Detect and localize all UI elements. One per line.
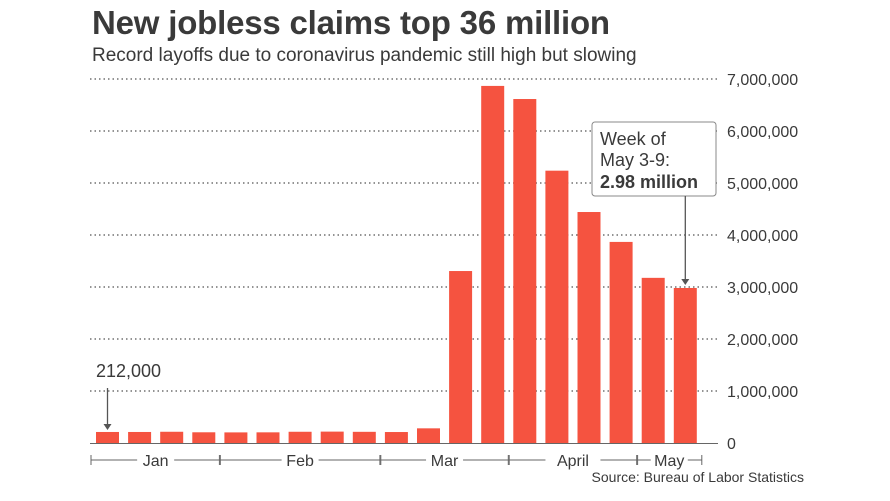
bar <box>641 277 665 443</box>
x-tick-label: April <box>557 453 589 470</box>
bar <box>224 432 248 443</box>
bar <box>96 431 119 443</box>
month-bracket: May <box>636 453 703 470</box>
x-tick-label: Feb <box>286 453 314 470</box>
y-tick-label: 0 <box>727 436 736 453</box>
bar <box>481 85 505 443</box>
bar <box>320 431 344 443</box>
bar <box>449 271 473 443</box>
callout-line-2: May 3-9: <box>600 150 670 170</box>
chart-subtitle: Record layoffs due to coronavirus pandem… <box>92 45 637 66</box>
month-bracket: April <box>507 453 639 470</box>
bar <box>545 170 569 443</box>
bar <box>384 432 408 443</box>
bar <box>609 241 633 443</box>
y-tick-label: 7,000,000 <box>727 72 798 89</box>
x-tick-label: Jan <box>143 453 169 470</box>
y-tick-label: 1,000,000 <box>727 384 798 401</box>
month-bracket: Feb <box>218 453 382 470</box>
y-tick-label: 4,000,000 <box>727 228 798 245</box>
callout-arrow-head <box>681 279 690 285</box>
callout-box <box>591 121 717 197</box>
bar <box>352 431 376 443</box>
x-axis: Jan Feb Mar April May <box>90 443 718 470</box>
bar <box>192 432 216 443</box>
annotation-first-value: 212,000 <box>96 361 161 381</box>
y-tick-label: 6,000,000 <box>727 124 798 141</box>
bar <box>513 99 537 444</box>
bar <box>673 287 697 443</box>
month-bracket: Jan <box>90 453 221 470</box>
bar <box>256 432 280 443</box>
y-tick-label: 5,000,000 <box>727 176 798 193</box>
source-note: Source: Bureau of Labor Statistics <box>591 469 804 485</box>
month-bracket: Mar <box>379 453 510 470</box>
bar <box>128 431 152 443</box>
x-tick-label: May <box>654 453 684 470</box>
y-axis-tick-labels: 0 1,000,000 2,000,000 3,000,000 4,000,000 5,0… <box>727 72 798 453</box>
y-tick-label: 2,000,000 <box>727 332 798 349</box>
x-tick-label: Mar <box>431 453 459 470</box>
annotation-arrow-head <box>103 424 112 430</box>
callout-line-1: Week of <box>600 129 667 149</box>
chart-title: New jobless claims top 36 million <box>92 4 610 41</box>
bar <box>288 431 312 443</box>
bar <box>577 212 601 443</box>
bar <box>160 431 184 443</box>
bar <box>417 428 440 443</box>
callout-line-3: 2.98 million <box>600 172 698 192</box>
bars <box>96 85 697 444</box>
y-tick-label: 3,000,000 <box>727 280 798 297</box>
